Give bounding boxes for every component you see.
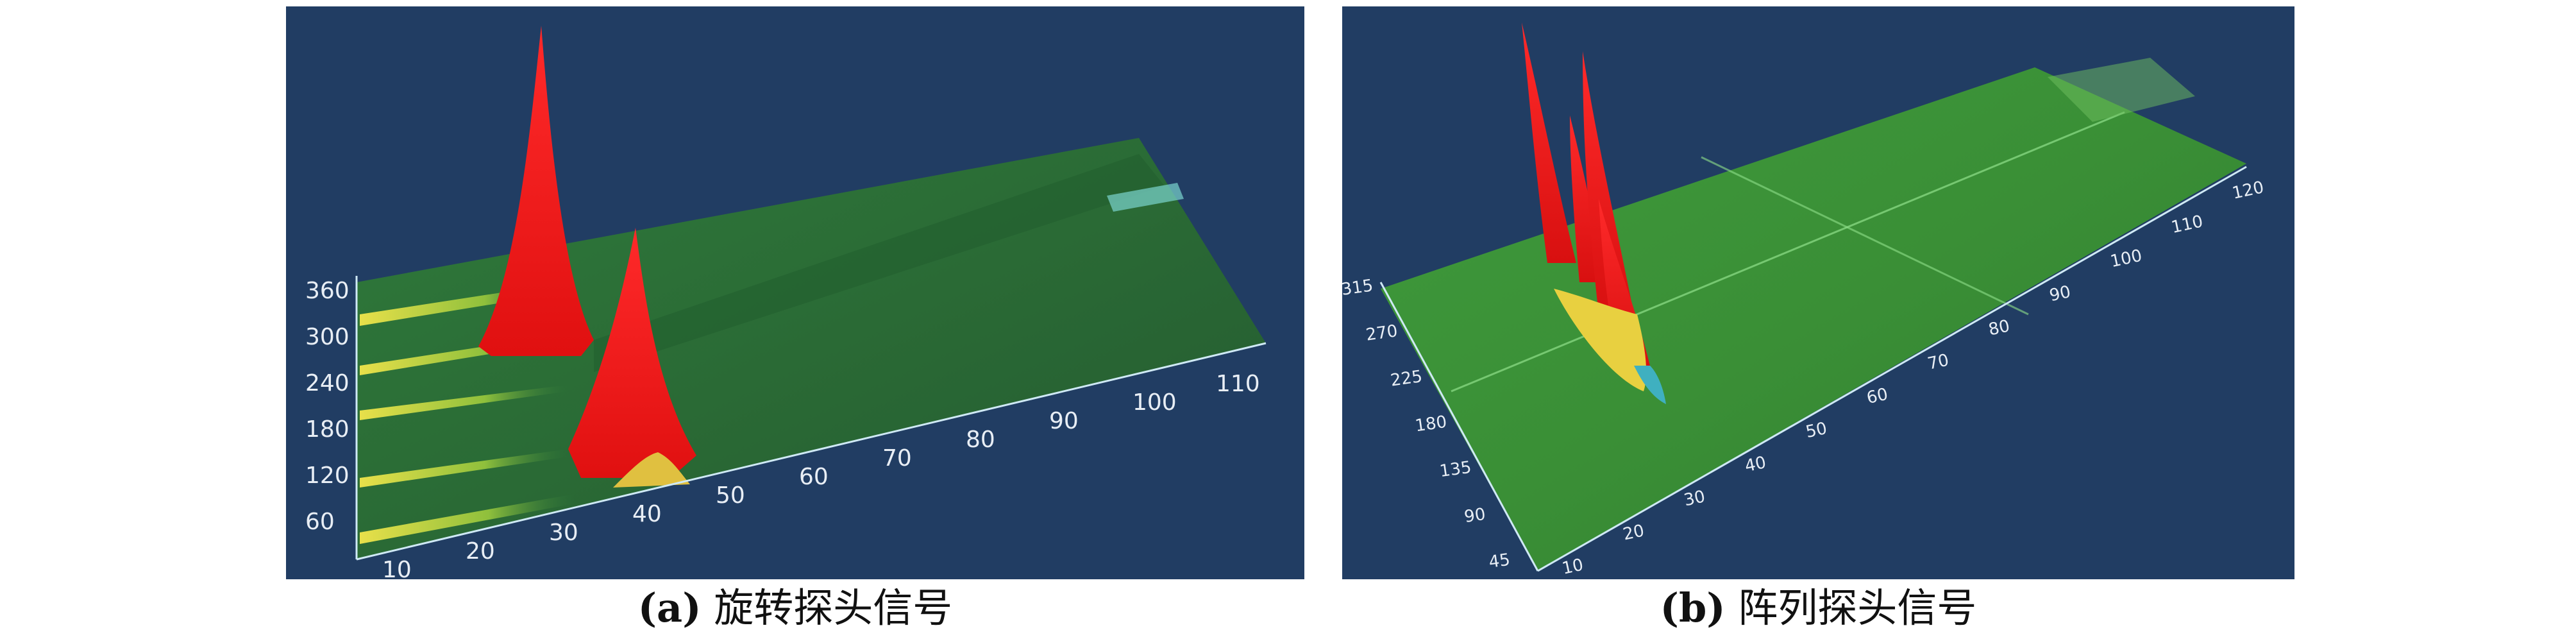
tick-label: 10 xyxy=(382,557,412,579)
tick-label: 70 xyxy=(882,445,912,471)
tick-label: 90 xyxy=(1463,505,1486,527)
tick-label: 30 xyxy=(1682,487,1707,510)
tall-peak xyxy=(478,26,594,356)
small-bump xyxy=(613,452,690,488)
tick-label: 110 xyxy=(2169,212,2205,237)
array-probe-surface: 10 20 30 40 50 60 70 80 90 100 110 120 45 90 135 180 22… xyxy=(1342,22,2266,579)
tick-label: 90 xyxy=(2048,282,2073,305)
tick-label: 20 xyxy=(1621,521,1646,544)
tick-label: 70 xyxy=(1926,351,1951,374)
tick-label: 90 xyxy=(1049,408,1079,434)
caption-text: 阵列探头信号 xyxy=(1738,584,1977,631)
tick-label: 270 xyxy=(1365,321,1399,345)
x-axis-line xyxy=(1537,166,2247,572)
surface-highlight xyxy=(2048,58,2195,122)
tick-label: 20 xyxy=(466,538,495,565)
grid-line xyxy=(1451,111,2125,393)
caption-label: (b) xyxy=(1660,584,1726,631)
tick-label: 180 xyxy=(1414,412,1448,436)
x-axis-line xyxy=(356,342,1267,561)
tick-label: 40 xyxy=(1743,453,1768,476)
caption-label: (a) xyxy=(637,584,702,631)
peak-3 xyxy=(1583,51,1634,314)
grid-line xyxy=(1701,156,2029,316)
caption-a: (a) 旋转探头信号 xyxy=(286,582,1304,634)
tick-label: 50 xyxy=(1804,419,1829,442)
peak-base xyxy=(1554,289,1647,391)
tick-label: 100 xyxy=(1132,389,1177,416)
tick-label: 100 xyxy=(2109,246,2144,272)
surface-plane xyxy=(1381,67,2246,571)
tick-label: 300 xyxy=(305,324,349,350)
tick-label: 60 xyxy=(305,509,335,535)
tick-label: 120 xyxy=(2230,178,2266,203)
tick-label: 360 xyxy=(305,278,349,304)
caption-b: (b) 阵列探头信号 xyxy=(1342,582,2294,634)
tick-label: 80 xyxy=(966,427,995,453)
tick-label: 50 xyxy=(716,482,745,509)
tick-label: 225 xyxy=(1389,367,1423,391)
tick-label: 80 xyxy=(1987,316,2012,339)
rotating-probe-plot: 10 20 30 40 50 60 70 80 90 100 110 60 120 180 240 300 3… xyxy=(286,6,1304,579)
tick-label: 60 xyxy=(1865,385,1890,408)
tick-label: 240 xyxy=(305,370,349,396)
rotating-probe-surface: 10 20 30 40 50 60 70 80 90 100 110 60 120 180 240 300 3… xyxy=(305,26,1267,579)
array-probe-plot: 10 20 30 40 50 60 70 80 90 100 110 120 45 90 135 180 22… xyxy=(1342,6,2294,579)
peak-1 xyxy=(1522,22,1576,263)
tick-label: 315 xyxy=(1342,276,1374,300)
second-peak xyxy=(568,228,696,478)
tick-label: 40 xyxy=(632,501,662,527)
tick-label: 60 xyxy=(799,464,829,490)
tick-label: 45 xyxy=(1488,550,1511,572)
caption-text: 旋转探头信号 xyxy=(714,584,953,631)
tick-label: 110 xyxy=(1216,371,1260,397)
y-axis-line xyxy=(1379,282,1539,572)
tick-label: 120 xyxy=(305,463,349,489)
tick-label: 135 xyxy=(1438,458,1472,482)
peak-shadow xyxy=(1634,366,1666,404)
surface-highlight xyxy=(1107,183,1184,212)
tick-label: 30 xyxy=(549,520,578,546)
tick-label: 180 xyxy=(305,416,349,443)
tick-label: 10 xyxy=(1560,556,1585,579)
surface-streak xyxy=(594,154,1165,372)
